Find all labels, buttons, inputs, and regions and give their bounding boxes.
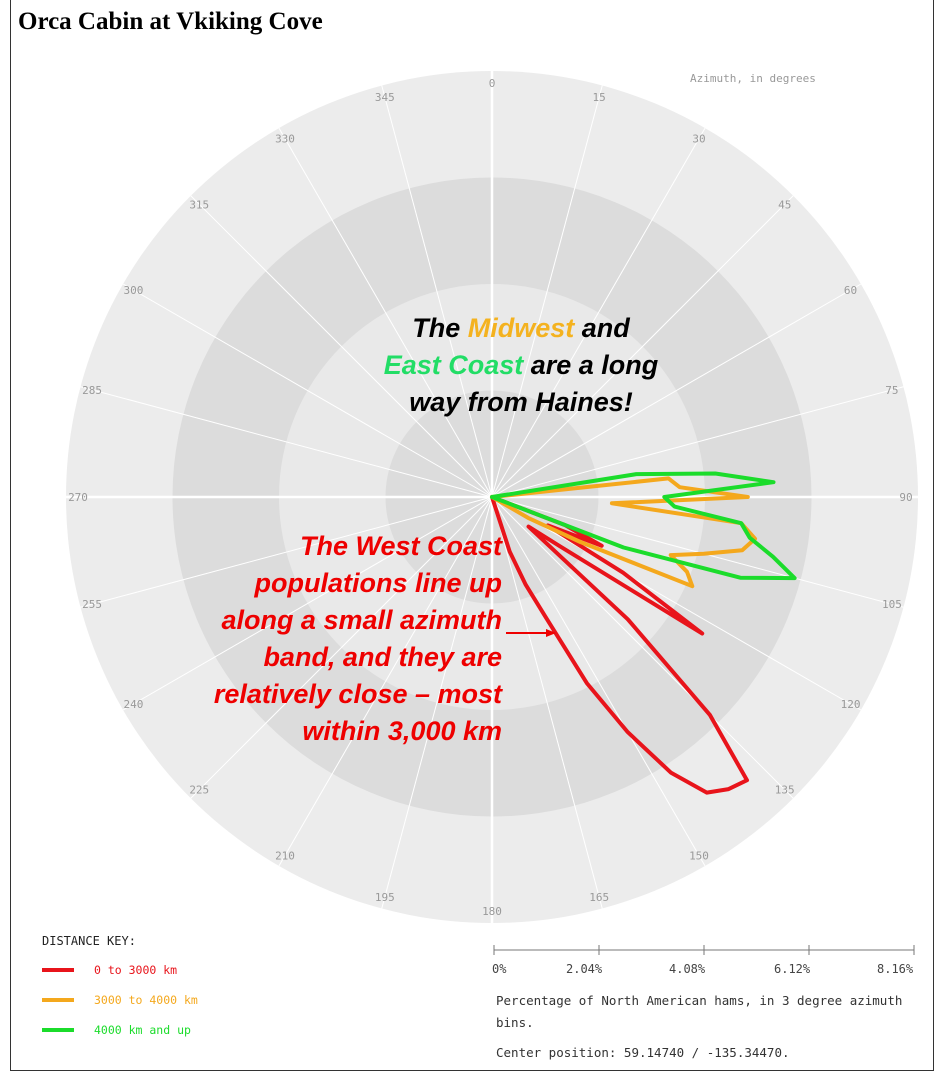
annotation-east: The Midwest and East Coast are a long wa… bbox=[356, 310, 686, 421]
radial-scale bbox=[493, 945, 915, 955]
spoke bbox=[491, 496, 706, 867]
angle-tick-labels: 0 15 30 45 60 75 90 105 120 135 150 165 180 195 210 225… bbox=[68, 77, 913, 918]
spoke bbox=[491, 195, 794, 498]
angle-tick-label: 165 bbox=[589, 891, 609, 904]
angle-tick-label: 180 bbox=[482, 905, 502, 918]
annotation-east-part: and bbox=[574, 313, 630, 343]
angle-tick-label: 120 bbox=[841, 698, 861, 711]
annotation-west: The West Coast populations line up along… bbox=[213, 531, 502, 746]
angle-tick-label: 330 bbox=[275, 132, 295, 145]
key-swatch-green bbox=[42, 1028, 74, 1032]
spoke bbox=[491, 283, 862, 498]
chart-frame bbox=[10, 0, 934, 1071]
spoke bbox=[491, 127, 706, 498]
annotation-arrow bbox=[506, 629, 556, 637]
spoke bbox=[491, 496, 794, 799]
scale-tick-label: 2.04% bbox=[566, 962, 603, 976]
spoke bbox=[122, 496, 493, 711]
center-position: Center position: 59.14740 / -135.34470. bbox=[496, 1045, 790, 1060]
series-line bbox=[490, 471, 797, 581]
spoke bbox=[381, 496, 493, 909]
annotation-east-part: are a long way from Haines! bbox=[409, 350, 659, 417]
key-label: 4000 km and up bbox=[94, 1023, 191, 1037]
azimuth-label: Azimuth, in degrees bbox=[690, 72, 816, 85]
scale-tick-label: 6.12% bbox=[774, 962, 811, 976]
spoke bbox=[122, 283, 493, 498]
scale-tick-label: 4.08% bbox=[669, 962, 706, 976]
angle-tick-label: 135 bbox=[775, 784, 795, 797]
angle-tick-label: 315 bbox=[189, 198, 209, 211]
spoke bbox=[278, 127, 493, 498]
scale-caption: Percentage of North American hams, in 3 … bbox=[496, 993, 903, 1030]
spoke bbox=[491, 85, 603, 498]
annotation-east-part: The bbox=[412, 313, 468, 343]
angle-tick-label: 285 bbox=[82, 384, 102, 397]
angle-tick-label: 45 bbox=[778, 198, 791, 211]
key-label: 0 to 3000 km bbox=[94, 963, 178, 977]
spoke bbox=[491, 386, 904, 498]
scale-tick-label: 8.16% bbox=[877, 962, 914, 976]
angle-tick-label: 105 bbox=[882, 598, 902, 611]
spoke bbox=[80, 386, 493, 498]
key-swatch-orange bbox=[42, 998, 74, 1002]
angle-tick-label: 195 bbox=[375, 891, 395, 904]
angle-tick-label: 75 bbox=[885, 384, 898, 397]
spoke bbox=[278, 496, 493, 867]
spoke bbox=[381, 85, 493, 498]
annotation-midwest: Midwest bbox=[467, 313, 575, 343]
spoke bbox=[491, 496, 862, 711]
angle-tick-label: 240 bbox=[124, 698, 144, 711]
spoke bbox=[190, 195, 493, 498]
angle-tick-label: 30 bbox=[692, 132, 705, 145]
angle-tick-label: 210 bbox=[275, 850, 295, 863]
angle-tick-label: 225 bbox=[189, 784, 209, 797]
key-swatch-red bbox=[42, 968, 74, 972]
angle-tick-label: 0 bbox=[489, 77, 496, 90]
data-series bbox=[490, 471, 797, 795]
key-item-3000-4000: 3000 to 4000 km bbox=[42, 993, 198, 1007]
spoke bbox=[190, 496, 493, 799]
spoke bbox=[80, 496, 493, 608]
angle-tick-label: 300 bbox=[124, 284, 144, 297]
angle-tick-label: 345 bbox=[375, 91, 395, 104]
spokes bbox=[66, 71, 918, 923]
distance-key-title: DISTANCE KEY: bbox=[42, 934, 136, 948]
key-item-0-3000: 0 to 3000 km bbox=[42, 963, 177, 977]
angle-tick-label: 60 bbox=[844, 284, 857, 297]
spoke bbox=[491, 496, 603, 909]
angle-tick-label: 150 bbox=[689, 850, 709, 863]
page-title: Orca Cabin at Vkiking Cove bbox=[18, 8, 323, 35]
angle-tick-label: 15 bbox=[593, 91, 606, 104]
annotation-east-coast: East Coast bbox=[383, 350, 524, 380]
angle-tick-label: 90 bbox=[899, 491, 912, 504]
scale-tick-label: 0% bbox=[492, 962, 507, 976]
key-item-4000-up: 4000 km and up bbox=[42, 1023, 191, 1037]
angle-tick-label: 255 bbox=[82, 598, 102, 611]
key-label: 3000 to 4000 km bbox=[94, 993, 198, 1007]
angle-tick-label: 270 bbox=[68, 491, 88, 504]
